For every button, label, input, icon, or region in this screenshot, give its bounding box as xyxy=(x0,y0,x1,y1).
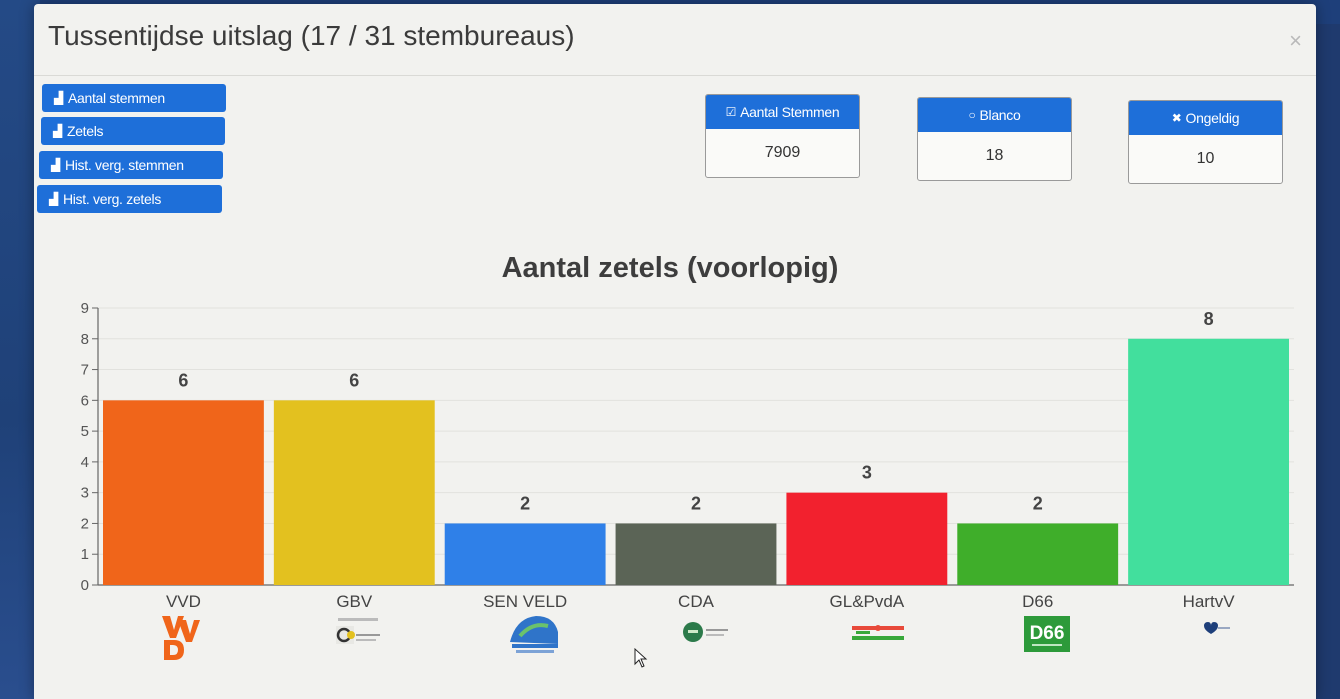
button-label: Zetels xyxy=(66,123,104,139)
bar-cda xyxy=(615,523,777,585)
button-label: Hist. verg. zetels xyxy=(62,191,162,207)
d66-logo-icon: D66 xyxy=(1022,612,1072,662)
hartvv-logo-icon xyxy=(1194,612,1234,662)
x-tick-label: GBV xyxy=(336,592,373,611)
bar-hartvv xyxy=(1128,338,1289,585)
bar-gbv xyxy=(273,400,435,585)
modal-header: Tussentijdse uitslag (17 / 31 stembureau… xyxy=(34,4,1316,76)
close-icon[interactable]: × xyxy=(1289,28,1302,53)
gbv-logo-icon xyxy=(334,612,384,662)
x-tick-label: CDA xyxy=(678,592,715,611)
stat-aantal-stemmen: ☑ Aantal Stemmen 7909 xyxy=(705,94,860,178)
stat-value: 7909 xyxy=(764,144,801,161)
y-tick-label: 2 xyxy=(81,515,89,532)
button-label: Hist. verg. stemmen xyxy=(64,157,184,173)
bar-chart-icon: ▟ xyxy=(53,124,62,138)
x-tick-label: GL&PvdA xyxy=(830,592,905,611)
stat-header: ✖ Ongeldig xyxy=(1129,101,1282,135)
stat-ongeldig: ✖ Ongeldig 10 xyxy=(1128,100,1283,184)
data-label: 6 xyxy=(349,370,359,390)
data-label: 8 xyxy=(1204,309,1214,329)
hist-verg-stemmen-button[interactable]: ▟ Hist. verg. stemmen xyxy=(39,151,223,179)
data-label: 3 xyxy=(862,463,872,483)
x-tick-label: D66 xyxy=(1022,592,1053,611)
x-icon: ✖ xyxy=(1171,111,1182,125)
vvd-logo-icon xyxy=(158,612,202,662)
stat-value: 10 xyxy=(1196,150,1215,167)
y-tick-label: 8 xyxy=(81,331,89,348)
zetels-button[interactable]: ▟ Zetels xyxy=(41,117,225,145)
bar-chart-icon: ▟ xyxy=(54,91,63,105)
data-label: 2 xyxy=(691,493,701,513)
aantal-stemmen-button[interactable]: ▟ Aantal stemmen xyxy=(42,84,226,112)
cda-logo-icon xyxy=(682,612,732,662)
y-tick-label: 9 xyxy=(81,300,89,317)
x-tick-label: HartvV xyxy=(1183,592,1236,611)
bar-chart-icon: ▟ xyxy=(49,192,58,206)
data-label: 2 xyxy=(520,493,530,513)
y-tick-label: 5 xyxy=(81,423,89,440)
data-label: 6 xyxy=(178,370,188,390)
stat-label: Aantal Stemmen xyxy=(740,104,840,120)
stat-label: Blanco xyxy=(979,107,1021,123)
y-tick-label: 4 xyxy=(81,454,89,471)
modal-title: Tussentijdse uitslag (17 / 31 stembureau… xyxy=(48,20,575,51)
stat-header: ○ Blanco xyxy=(918,98,1071,132)
mouse-cursor-icon xyxy=(634,648,648,668)
stat-header: ☑ Aantal Stemmen xyxy=(706,95,859,129)
y-tick-label: 1 xyxy=(81,546,89,563)
gl-pvda-logo-icon xyxy=(850,612,906,662)
y-tick-label: 3 xyxy=(81,485,89,502)
x-tick-label: SEN VELD xyxy=(483,592,567,611)
bar-gl-pvda xyxy=(786,492,948,585)
background-sidebar xyxy=(0,0,40,699)
stat-value: 18 xyxy=(985,147,1004,164)
button-label: Aantal stemmen xyxy=(67,90,165,106)
bar-vvd xyxy=(103,400,264,585)
y-tick-label: 6 xyxy=(81,392,89,409)
x-tick-label: VVD xyxy=(166,592,201,611)
d66-logo-text: D66 xyxy=(1030,623,1065,644)
check-square-icon: ☑ xyxy=(725,105,737,119)
data-label: 2 xyxy=(1033,493,1043,513)
stat-blanco: ○ Blanco 18 xyxy=(917,97,1072,181)
sen-veld-logo-icon xyxy=(506,612,562,662)
bar-chart-icon: ▟ xyxy=(51,158,60,172)
chart-title: Aantal zetels (voorlopig) xyxy=(501,252,839,284)
hist-verg-zetels-button[interactable]: ▟ Hist. verg. zetels xyxy=(37,185,222,213)
y-tick-label: 7 xyxy=(81,362,89,379)
circle-icon: ○ xyxy=(968,108,976,122)
bar-sen-veld xyxy=(444,523,606,585)
stat-label: Ongeldig xyxy=(1185,110,1240,126)
bar-d66 xyxy=(957,523,1119,585)
y-tick-label: 0 xyxy=(81,577,89,594)
